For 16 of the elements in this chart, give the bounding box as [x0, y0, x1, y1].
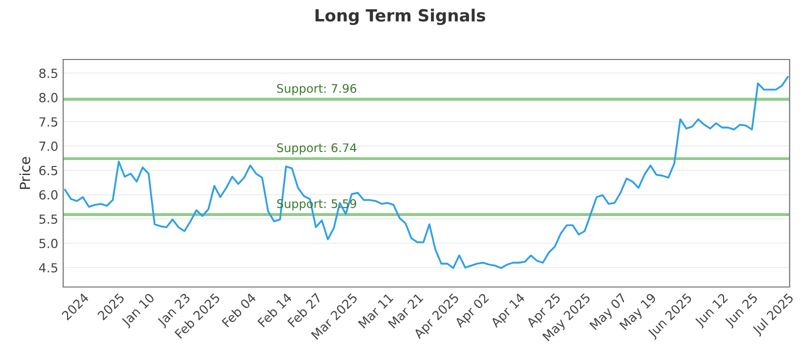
y-tick-label: 7.5	[39, 117, 58, 127]
y-tick-label: 5.0	[39, 238, 58, 248]
line-series	[64, 76, 789, 269]
y-tick-label: 8.0	[39, 92, 58, 102]
y-tick-label: 7.0	[39, 142, 58, 151]
y-tick-label: 6.5	[39, 166, 58, 176]
x-tick-label: Feb 04	[221, 292, 257, 328]
y-tick-label: 6.0	[39, 190, 58, 200]
ref-line-label: Support: 7.96	[277, 84, 356, 96]
y-tick-label: 5.5	[39, 214, 58, 224]
x-tick-label: Apr 14	[490, 292, 528, 330]
chart-title: Long Term Signals	[316, 8, 486, 26]
y-tick-label: 4.5	[39, 263, 58, 272]
ref-line-label: Support: 6.74	[277, 143, 356, 154]
y-tick-label: 8.5	[39, 68, 58, 78]
y-axis-title: Price	[19, 157, 30, 189]
